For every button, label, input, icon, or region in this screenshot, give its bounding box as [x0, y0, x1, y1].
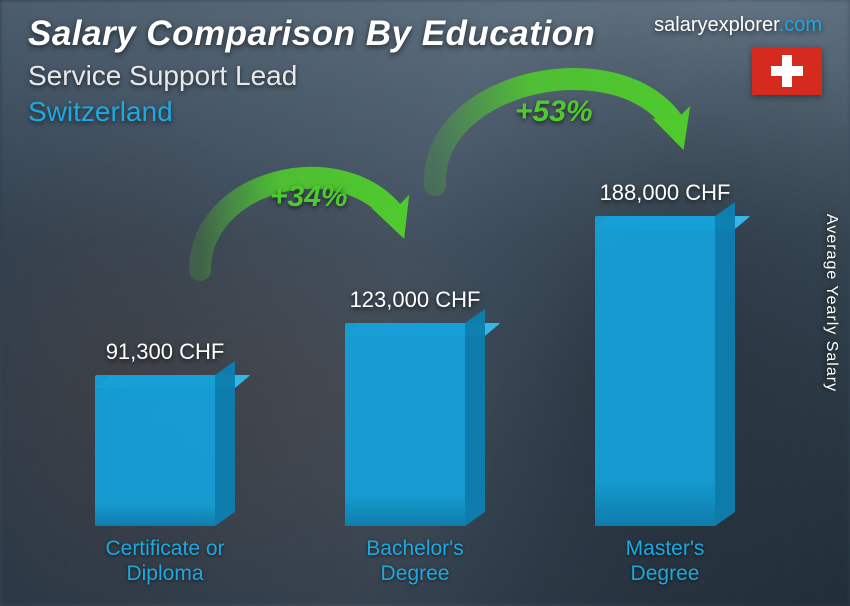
swiss-flag-icon	[752, 47, 822, 95]
bar	[345, 323, 485, 526]
brand-block: salaryexplorer.com	[654, 14, 822, 95]
header: Salary Comparison By Education Service S…	[28, 14, 822, 128]
bar-value-label: 123,000 CHF	[350, 287, 481, 313]
brand-name: salaryexplorer	[654, 14, 779, 36]
job-title: Service Support Lead	[28, 60, 595, 92]
brand-domain: .com	[779, 14, 822, 36]
bar-group: 91,300 CHF Certificate orDiploma	[65, 339, 265, 588]
country-name: Switzerland	[28, 96, 595, 128]
title-block: Salary Comparison By Education Service S…	[28, 14, 595, 128]
y-axis-label: Average Yearly Salary	[822, 214, 840, 392]
bar	[595, 216, 735, 526]
bar	[95, 375, 235, 526]
chart-title: Salary Comparison By Education	[28, 14, 595, 54]
bar-category-label: Bachelor'sDegree	[366, 536, 463, 588]
brand-text: salaryexplorer.com	[654, 14, 822, 37]
bar-group: 188,000 CHF Master'sDegree	[565, 180, 765, 588]
bar-group: 123,000 CHF Bachelor'sDegree	[315, 287, 515, 588]
bar-category-label: Master'sDegree	[626, 536, 705, 588]
bar-chart: 91,300 CHF Certificate orDiploma 123,000…	[40, 158, 790, 588]
bar-value-label: 91,300 CHF	[106, 339, 225, 365]
bar-value-label: 188,000 CHF	[600, 180, 731, 206]
bar-category-label: Certificate orDiploma	[105, 536, 224, 588]
